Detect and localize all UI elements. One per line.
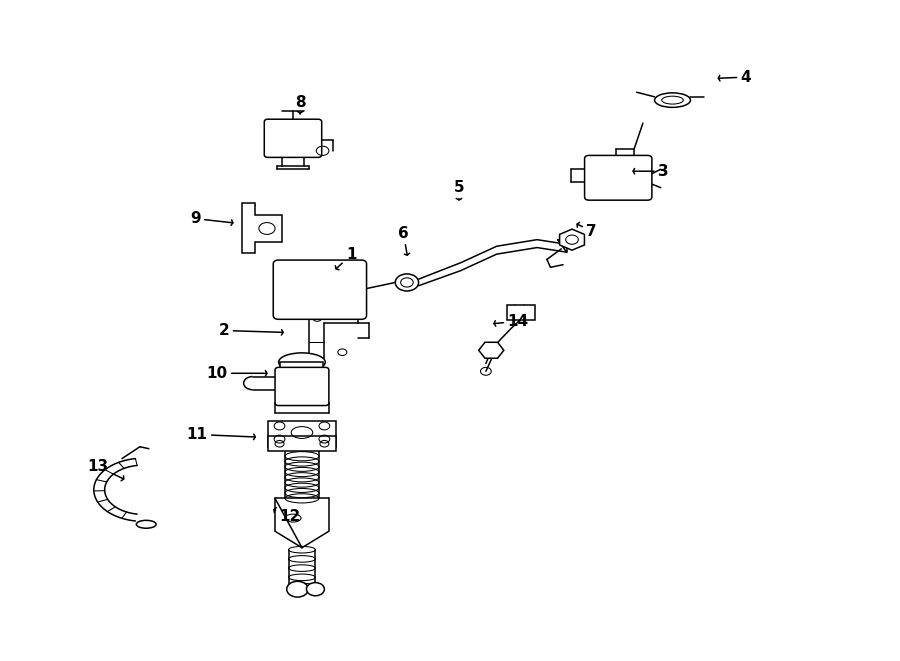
Circle shape — [306, 582, 324, 596]
Polygon shape — [479, 342, 504, 358]
Text: 2: 2 — [219, 323, 284, 338]
Text: 10: 10 — [206, 366, 267, 381]
Ellipse shape — [279, 353, 325, 371]
Text: 7: 7 — [577, 222, 597, 239]
Circle shape — [287, 581, 308, 597]
Bar — [268, 420, 336, 447]
Ellipse shape — [654, 93, 690, 107]
Text: 8: 8 — [295, 95, 305, 114]
Bar — [281, 362, 323, 371]
Text: 12: 12 — [274, 508, 301, 524]
Text: 9: 9 — [190, 211, 233, 226]
Bar — [268, 436, 336, 451]
Text: 3: 3 — [633, 164, 669, 178]
Text: 13: 13 — [87, 459, 123, 481]
Text: 11: 11 — [186, 427, 256, 442]
FancyBboxPatch shape — [265, 119, 321, 157]
Text: 1: 1 — [336, 247, 356, 270]
FancyBboxPatch shape — [585, 155, 652, 200]
FancyBboxPatch shape — [275, 368, 328, 406]
Text: 5: 5 — [454, 180, 464, 200]
Text: 4: 4 — [718, 69, 752, 85]
Circle shape — [395, 274, 419, 291]
FancyBboxPatch shape — [274, 260, 366, 319]
Bar — [507, 305, 536, 320]
Text: 6: 6 — [398, 225, 410, 255]
Polygon shape — [242, 204, 283, 253]
Text: 14: 14 — [494, 314, 529, 329]
Polygon shape — [560, 229, 584, 251]
